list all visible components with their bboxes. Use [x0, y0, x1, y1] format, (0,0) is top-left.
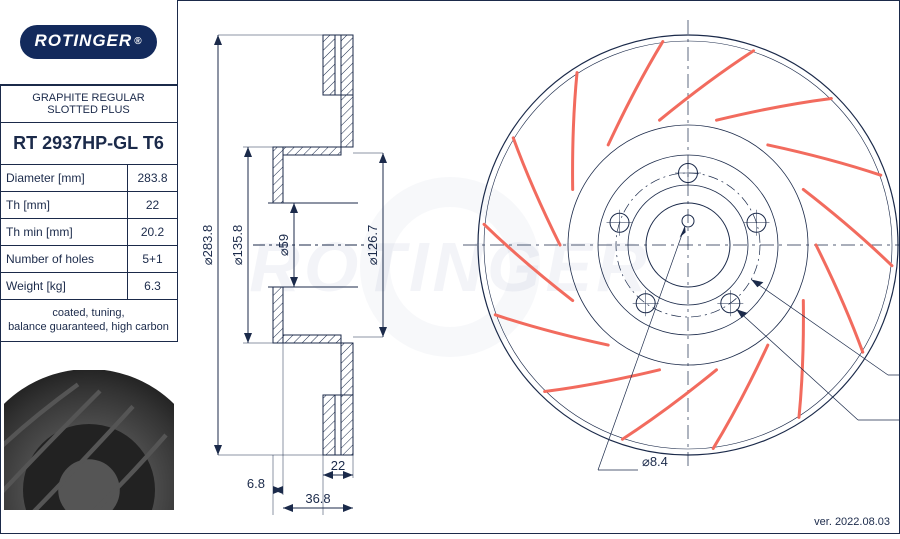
- part-number-row: RT 2937HP-GL T6: [0, 123, 178, 165]
- thumbnail-render: [4, 370, 174, 510]
- version-label: ver. 2022.08.03: [814, 516, 890, 528]
- svg-text:⌀8.4: ⌀8.4: [642, 454, 668, 469]
- table-row: Weight [kg] 6.3: [0, 273, 178, 300]
- svg-text:6.8: 6.8: [247, 476, 265, 491]
- brand-text: ROTINGER: [34, 31, 132, 51]
- svg-text:⌀283.8: ⌀283.8: [200, 225, 215, 265]
- product-line: GRAPHITE REGULAR SLOTTED PLUS: [0, 86, 178, 123]
- spec-value: 20.2: [128, 219, 178, 246]
- spec-table: GRAPHITE REGULAR SLOTTED PLUS RT 2937HP-…: [0, 85, 178, 342]
- notes-row: coated, tuning,balance guaranteed, high …: [0, 300, 178, 342]
- part-number: RT 2937HP-GL T6: [0, 123, 178, 165]
- registered-icon: ®: [134, 36, 142, 47]
- table-row: Diameter [mm] 283.8: [0, 165, 178, 192]
- spec-label: Number of holes: [0, 246, 128, 273]
- product-line-row: GRAPHITE REGULAR SLOTTED PLUS: [0, 86, 178, 123]
- spec-label: Weight [kg]: [0, 273, 128, 300]
- svg-text:22: 22: [331, 458, 345, 473]
- spec-value: 22: [128, 192, 178, 219]
- spec-value: 6.3: [128, 273, 178, 300]
- svg-text:⌀126.7: ⌀126.7: [365, 225, 380, 265]
- spec-value: 5+1: [128, 246, 178, 273]
- svg-text:36.8: 36.8: [305, 491, 330, 506]
- spec-value: 283.8: [128, 165, 178, 192]
- spec-label: Th min [mm]: [0, 219, 128, 246]
- brand-logo: ROTINGER®: [20, 25, 156, 59]
- table-row: Th min [mm] 20.2: [0, 219, 178, 246]
- technical-drawing: ⌀283.8⌀135.8⌀59⌀126.72236.86.8⌀985x⌀12.9…: [178, 0, 900, 534]
- svg-text:⌀59: ⌀59: [276, 234, 291, 256]
- table-row: Th [mm] 22: [0, 192, 178, 219]
- spec-label: Th [mm]: [0, 192, 128, 219]
- notes: coated, tuning,balance guaranteed, high …: [0, 300, 178, 342]
- logo-box: ROTINGER®: [0, 0, 178, 85]
- svg-text:⌀135.8: ⌀135.8: [230, 225, 245, 265]
- table-row: Number of holes 5+1: [0, 246, 178, 273]
- spec-label: Diameter [mm]: [0, 165, 128, 192]
